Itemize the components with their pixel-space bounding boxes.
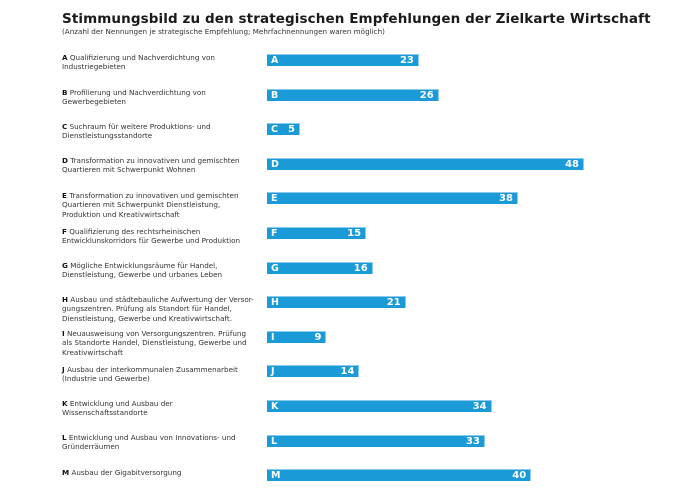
- bar-value-label: 23: [399, 55, 414, 66]
- bar-value-label: 26: [419, 89, 434, 101]
- bar-h: H 21: [267, 296, 406, 309]
- bar-letter-label: B: [271, 89, 279, 101]
- category-label-b: B Profilierung und Nachverdichtung von G…: [62, 88, 206, 107]
- category-letter: I: [62, 329, 65, 338]
- category-label-i: I Neuausweisung von Versorgungszentren. …: [62, 329, 247, 357]
- bar-g: G 16: [267, 261, 373, 274]
- category-letter: D: [62, 156, 68, 165]
- bar-letter-label: I: [271, 331, 275, 343]
- category-letter: H: [62, 295, 69, 304]
- category-letter: K: [62, 399, 68, 408]
- category-label-g: G Mögliche Entwicklungsräume für Handel,…: [62, 261, 223, 280]
- bar-k: K 34: [267, 400, 492, 412]
- bar-value-label: 16: [353, 262, 368, 274]
- category-letter: J: [62, 365, 65, 374]
- category-letter: F: [62, 227, 67, 236]
- category-label-l: L Entwicklung und Ausbau von Innovations…: [62, 433, 236, 452]
- bar-value-label: 33: [466, 435, 480, 447]
- bar-b: B 26: [267, 88, 439, 101]
- category-letter: E: [62, 191, 67, 200]
- bar-letter-label: J: [271, 366, 275, 378]
- category-label-m: M Ausbau der Gigabitversorgung: [62, 468, 182, 477]
- category-label-f: F Qualifizierung des rechtsrheinischen E…: [62, 227, 241, 246]
- bar-letter-label: G: [271, 262, 279, 274]
- bar-letter-label: C: [271, 124, 278, 136]
- bar-letter-label: L: [271, 435, 278, 447]
- bar-letter-label: H: [271, 297, 279, 309]
- bar-letter-label: F: [271, 228, 278, 239]
- category-letter: C: [62, 122, 68, 131]
- category-label-d: D Transformation zu innovativen und gemi…: [62, 156, 240, 175]
- bar-j: J 14: [267, 365, 360, 378]
- chart-subtitle: (Anzahl der Nennungen je strategische Em…: [62, 27, 385, 36]
- bar-value-label: 5: [288, 124, 296, 136]
- chart-title: Stimmungsbild zu den strategischen Empfe…: [62, 11, 651, 27]
- category-label-k: K Entwicklung und Ausbau der Wissenschaf…: [62, 399, 173, 418]
- bar-letter-label: K: [271, 401, 279, 412]
- category-label-h: H Ausbau und städtebauliche Aufwertung d…: [62, 295, 254, 323]
- bar-value-label: 38: [499, 193, 513, 205]
- bar-value-label: 15: [347, 228, 362, 239]
- category-letter: A: [62, 53, 68, 62]
- category-label-a: A Qualifizierung und Nachverdichtung von…: [62, 53, 215, 72]
- bar-f: F 15: [267, 227, 367, 239]
- bar-l: L 33: [267, 434, 485, 447]
- category-letter: M: [62, 468, 70, 477]
- bar-value-label: 21: [386, 297, 401, 309]
- category-letter: G: [62, 261, 68, 270]
- bar-a: A 23: [267, 54, 419, 66]
- category-label-c: C Suchraum für weitere Produktions- und …: [62, 122, 211, 141]
- bar-value-label: 9: [314, 331, 322, 343]
- bar-letter-label: D: [271, 158, 279, 170]
- bar-letter-label: E: [271, 193, 278, 205]
- category-letter: L: [62, 433, 67, 442]
- bar-letter-label: A: [271, 55, 279, 66]
- category-label-e: E Transformation zu innovativen und gemi…: [62, 191, 239, 219]
- bar-letter-label: M: [271, 470, 281, 482]
- category-letter: B: [62, 88, 68, 97]
- bar-e: E 38: [267, 192, 518, 205]
- bar-value-label: 34: [472, 401, 487, 412]
- category-label-j: J Ausbau der interkommunalen Zusammenarb…: [62, 365, 238, 384]
- bar-m: M 40: [267, 469, 532, 482]
- bar-value-label: 14: [340, 366, 355, 378]
- bar-value-label: 48: [565, 158, 579, 170]
- bar-value-label: 40: [512, 470, 527, 482]
- bar-d: D 48: [267, 157, 584, 170]
